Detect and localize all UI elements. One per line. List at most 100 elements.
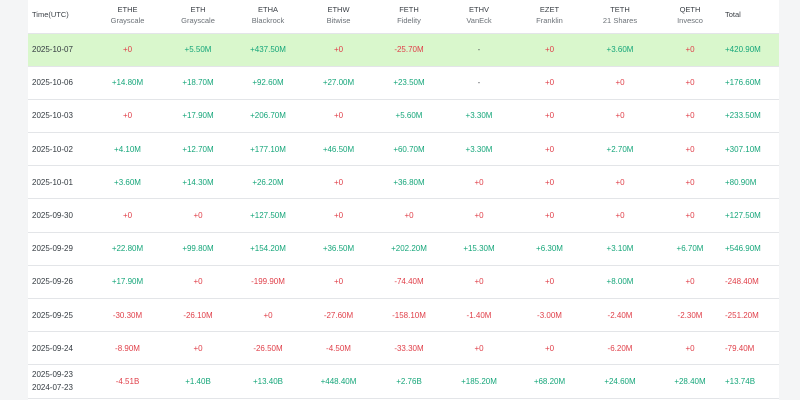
flow-cell-feth: -158.10M bbox=[374, 298, 444, 333]
flow-cell-teth: +0 bbox=[585, 165, 655, 200]
flow-cell-eth: +14.30M bbox=[163, 165, 233, 200]
flow-cell-ethe: +14.80M bbox=[92, 66, 163, 100]
date-text: 2025-10-02 bbox=[32, 144, 73, 154]
column-issuer: Grayscale bbox=[110, 16, 145, 25]
table-row[interactable]: 2025-09-26 +17.90M +0 -199.90M +0 -74.40M +0 +0… bbox=[28, 265, 779, 300]
flow-cell-ethe: +0 bbox=[92, 198, 163, 233]
flow-cell-etha: +92.60M bbox=[233, 66, 303, 100]
flow-cell-ethv: +0 bbox=[444, 265, 514, 300]
flow-cell-teth: +0 bbox=[585, 198, 655, 233]
flow-cell-ethv: +0 bbox=[444, 331, 514, 366]
flow-cell-ezet: -3.00M bbox=[514, 298, 585, 333]
flow-cell-ezet: +0 bbox=[514, 66, 585, 100]
etf-flow-table: Time(UTC) ETHE Grayscale ETH Grayscale ETHA Bl… bbox=[28, 0, 779, 399]
flow-cell-ezet: +0 bbox=[514, 132, 585, 167]
date-text: 2025-10-07 bbox=[32, 45, 73, 55]
date-text: 2025-09-25 bbox=[32, 310, 73, 320]
flow-cell-ethv: +3.30M bbox=[444, 132, 514, 167]
table-row[interactable]: 2025-09-24 -8.90M +0 -26.50M -4.50M -33.30M +0… bbox=[28, 331, 779, 366]
column-header-eth: ETH Grayscale bbox=[163, 0, 233, 34]
flow-cell-qeth: +28.40M bbox=[655, 364, 725, 399]
flow-cell-ethv: +15.30M bbox=[444, 232, 514, 266]
column-header-ethv: ETHV VanEck bbox=[444, 0, 514, 34]
flow-cell-teth: +0 bbox=[585, 99, 655, 134]
flow-cell-qeth: -2.30M bbox=[655, 298, 725, 333]
flow-cell-total: +546.90M bbox=[725, 232, 779, 266]
flow-cell-total: +127.50M bbox=[725, 198, 779, 233]
flow-cell-feth: +5.60M bbox=[374, 99, 444, 134]
flow-cell-ezet: +0 bbox=[514, 265, 585, 300]
flow-cell-eth: +0 bbox=[163, 198, 233, 233]
flow-cell-etha: +177.10M bbox=[233, 132, 303, 167]
flow-cell-ethv: -1.40M bbox=[444, 298, 514, 333]
table-row[interactable]: 2025-09-30 +0 +0 +127.50M +0 +0 +0 +0 +0 +0 +127.5… bbox=[28, 198, 779, 233]
column-ticker: EZET bbox=[539, 5, 560, 14]
flow-cell-feth: +36.80M bbox=[374, 165, 444, 200]
column-ticker: ETHV bbox=[468, 5, 489, 14]
flow-cell-ethw: +0 bbox=[303, 265, 374, 300]
date-text: 2025-09-29 bbox=[32, 244, 73, 254]
flow-cell-teth: +24.60M bbox=[585, 364, 655, 399]
column-issuer: Blackrock bbox=[251, 16, 285, 25]
date-cell: 2025-10-03 bbox=[28, 99, 92, 134]
flow-cell-teth: +8.00M bbox=[585, 265, 655, 300]
flow-cell-qeth: +0 bbox=[655, 265, 725, 300]
column-issuer: Grayscale bbox=[181, 16, 215, 25]
table-row[interactable]: 2025-10-01 +3.60M +14.30M +26.20M +0 +36.80M +… bbox=[28, 165, 779, 200]
column-ticker: Time(UTC) bbox=[32, 10, 69, 19]
flow-cell-ethw: +0 bbox=[303, 33, 374, 67]
flow-cell-total: +176.60M bbox=[725, 66, 779, 100]
column-header-teth: TETH 21 Shares bbox=[585, 0, 655, 34]
flow-cell-eth: +1.40B bbox=[163, 364, 233, 399]
table-row[interactable]: 2025-10-06 +14.80M +18.70M +92.60M +27.00M +2… bbox=[28, 66, 779, 100]
flow-cell-ethv: - bbox=[444, 66, 514, 100]
flow-cell-ethe: -8.90M bbox=[92, 331, 163, 366]
table-header: Time(UTC) ETHE Grayscale ETH Grayscale ETHA Bl… bbox=[28, 0, 779, 34]
flow-cell-ethw: -27.60M bbox=[303, 298, 374, 333]
column-ticker: FETH bbox=[399, 5, 419, 14]
flow-cell-eth: +12.70M bbox=[163, 132, 233, 167]
flow-cell-ethe: -4.51B bbox=[92, 364, 163, 399]
date-cell: 2025-10-01 bbox=[28, 165, 92, 200]
flow-cell-ethe: +3.60M bbox=[92, 165, 163, 200]
table-row[interactable]: 2025-10-03 +0 +17.90M +206.70M +0 +5.60M +3.30… bbox=[28, 99, 779, 134]
flow-cell-total: +307.10M bbox=[725, 132, 779, 167]
flow-cell-ethv: +0 bbox=[444, 165, 514, 200]
flow-cell-etha: +437.50M bbox=[233, 33, 303, 67]
flow-cell-eth: +5.50M bbox=[163, 33, 233, 67]
flow-cell-ethv: +185.20M bbox=[444, 364, 514, 399]
column-ticker: QETH bbox=[679, 5, 701, 14]
table-row[interactable]: 2025-09-23 2024-07-23 -4.51B +1.40B +13.40B +… bbox=[28, 364, 779, 399]
flow-cell-eth: +18.70M bbox=[163, 66, 233, 100]
flow-cell-etha: -199.90M bbox=[233, 265, 303, 300]
column-issuer: Franklin bbox=[536, 16, 563, 25]
flow-cell-ethw: +0 bbox=[303, 165, 374, 200]
flow-cell-ethe: +4.10M bbox=[92, 132, 163, 167]
column-issuer: 21 Shares bbox=[602, 16, 638, 25]
column-header-ethe: ETHE Grayscale bbox=[92, 0, 163, 34]
date-range-start-text: 2024-07-23 bbox=[32, 383, 73, 393]
flow-cell-ezet: +0 bbox=[514, 165, 585, 200]
date-text: 2025-10-01 bbox=[32, 177, 73, 187]
flow-cell-ethe: +22.80M bbox=[92, 232, 163, 266]
column-ticker: ETH bbox=[190, 5, 206, 14]
flow-cell-feth: +23.50M bbox=[374, 66, 444, 100]
flow-cell-feth: +2.76B bbox=[374, 364, 444, 399]
date-cell: 2025-09-26 bbox=[28, 265, 92, 300]
date-cell: 2025-10-07 bbox=[28, 33, 92, 67]
flow-cell-qeth: +0 bbox=[655, 165, 725, 200]
flow-cell-ethe: +17.90M bbox=[92, 265, 163, 300]
flow-cell-ethw: +448.40M bbox=[303, 364, 374, 399]
flow-cell-feth: -33.30M bbox=[374, 331, 444, 366]
flow-cell-ethe: +0 bbox=[92, 99, 163, 134]
flow-cell-ethv: +0 bbox=[444, 198, 514, 233]
table-row[interactable]: 2025-10-02 +4.10M +12.70M +177.10M +46.50M +6… bbox=[28, 132, 779, 167]
table-row[interactable]: 2025-09-29 +22.80M +99.80M +154.20M +36.50M +… bbox=[28, 232, 779, 266]
table-row[interactable]: 2025-09-25 -30.30M -26.10M +0 -27.60M -158.10… bbox=[28, 298, 779, 333]
flow-cell-ethw: -4.50M bbox=[303, 331, 374, 366]
flow-cell-ezet: +0 bbox=[514, 331, 585, 366]
flow-cell-eth: +0 bbox=[163, 265, 233, 300]
table-row[interactable]: 2025-10-07 +0 +5.50M +437.50M +0 -25.70M - +0 +3… bbox=[28, 33, 779, 67]
flow-cell-teth: +2.70M bbox=[585, 132, 655, 167]
flow-cell-teth: +3.60M bbox=[585, 33, 655, 67]
